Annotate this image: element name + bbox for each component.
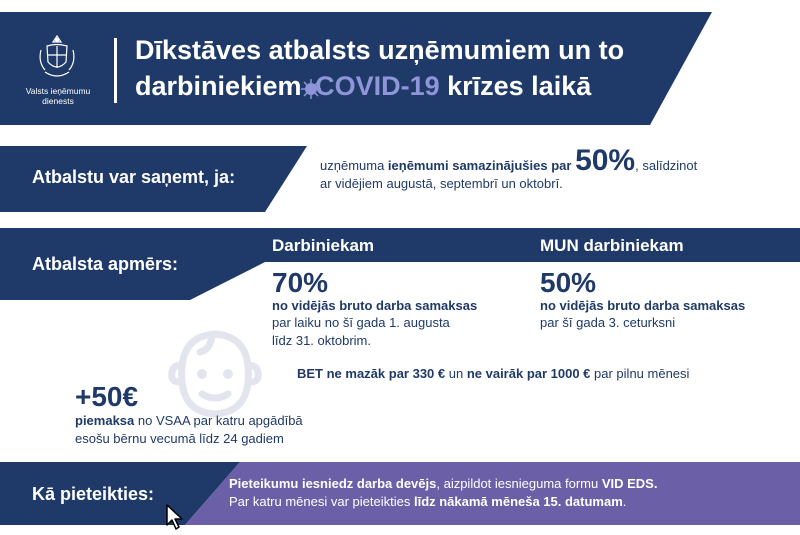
org-name: Valsts ieņēmumu dienests [16,86,100,106]
elig-text-b: ieņēmumi samazinājušies par [387,158,576,173]
header-divider [114,38,117,103]
bonus-bold: piemaksa [75,413,135,428]
eligibility-heading: Atbalstu var saņemt, ja: [32,167,236,187]
bonus-text-line2: esošu bērnu vecumā līdz 24 gadiem [75,431,284,446]
title-line2: darbiniekiem COVID-19 krīzes laikā [135,68,624,104]
employee-title: Darbiniekam [272,236,375,255]
employee-period-line2: līdz 31. oktobrim. [272,333,371,348]
eligibility-band [0,146,307,212]
mun-employee-block: 50% no vidējās bruto darba samaksas par … [540,268,745,332]
mun-employee-title: MUN darbiniekam [540,236,684,255]
employee-percent: 70% [272,267,329,298]
amount-band [0,228,800,300]
apply-line1-bold: Pieteikumu iesniedz darba devējs [229,476,437,491]
mun-period-line1: par šī gada 3. ceturksni [540,315,676,330]
mouse-pointer-icon [166,504,183,530]
bonus-text-line1: no VSAA par katru apgādībā [134,413,303,428]
apply-heading: Kā pieteikties: [32,484,155,504]
elig-text-line2: ar vidējiem augustā, septembrī un oktobr… [320,176,563,191]
title-line1: Dīkstāves atbalsts uzņēmumiem un to [135,35,625,65]
header-band [0,12,712,125]
bonus-block: +50€ piemaksa no VSAA par katru apgādībā… [75,382,303,448]
apply-line1-bold2: VID EDS. [601,476,658,491]
child-face-icon [168,330,262,418]
limit-and: un [445,366,467,381]
title-line2-post: krīzes laikā [439,71,592,101]
employee-period-line1: par laiku no šī gada 1. augusta [272,315,450,330]
limit-min: ne mazāk par 330 € [323,366,446,381]
apply-text: Pieteikumu iesniedz darba devējs, aizpil… [229,475,657,511]
elig-percent: 50% [575,144,636,177]
apply-line2-pre: Par katru mēnesi var pieteikties [229,494,414,509]
apply-line2-post: . [622,494,627,509]
limit-bet: BET [297,366,323,381]
employee-subtitle: no vidējās bruto darba samaksas [272,298,478,313]
bonus-amount: +50€ [75,381,139,412]
mun-subtitle: no vidējās bruto darba samaksas [540,298,746,313]
employee-block: 70% no vidējās bruto darba samaksas par … [272,268,477,350]
title-covid: COVID-19 [315,71,440,101]
apply-band-left [0,462,240,525]
title-line2-pre: darbiniekiem [135,71,310,101]
apply-band-right [185,462,800,525]
mun-percent: 50% [540,267,597,298]
limit-tail: par pilnu mēnesi [590,366,690,381]
page-title: Dīkstāves atbalsts uzņēmumiem un to darb… [135,32,624,104]
apply-line2-bold: līdz nākamā mēneša 15. datumam [413,494,623,509]
apply-line1-mid: , aizpildot iesnieguma formu [436,476,602,491]
coat-of-arms-icon [39,34,75,77]
org-name-line2: dienests [42,96,74,106]
eligibility-text: uzņēmuma ieņēmumi samazinājušies par 50%… [320,146,790,193]
limit-max: ne vairāk par 1000 € [466,366,591,381]
amount-heading: Atbalsta apmērs: [32,254,179,274]
limit-text: BET ne mazāk par 330 € un ne vairāk par … [297,365,689,383]
elig-text-a: uzņēmuma [320,158,388,173]
org-name-line1: Valsts ieņēmumu [25,86,91,96]
elig-text-c: , salīdzinot [635,158,698,173]
